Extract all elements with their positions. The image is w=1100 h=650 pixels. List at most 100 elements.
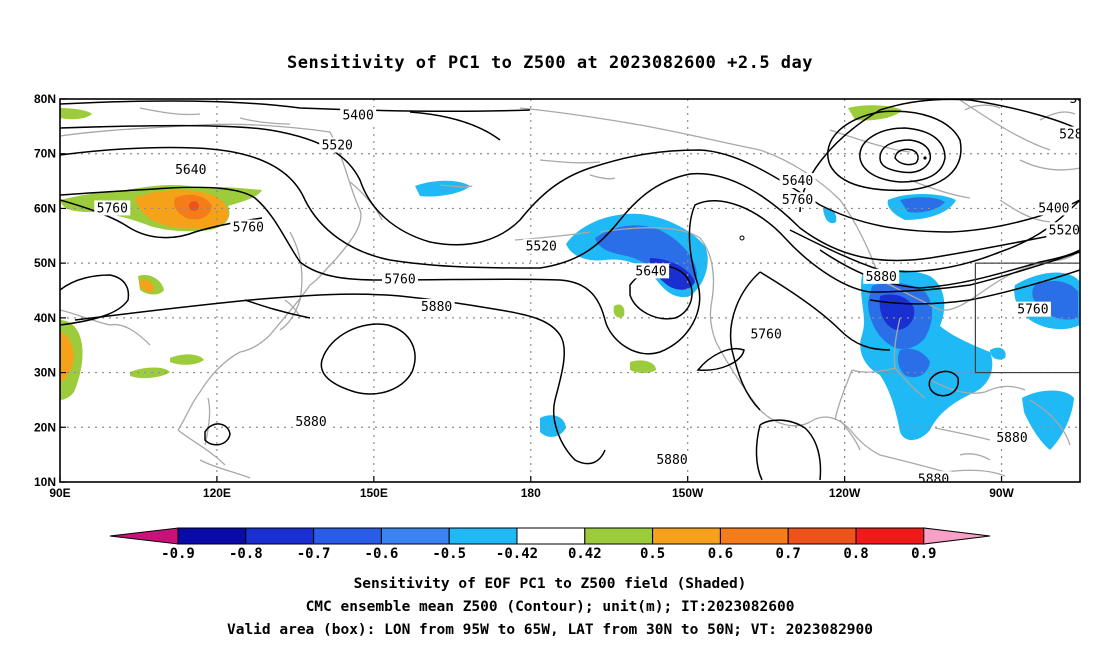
longitude-ticks: 90E120E150E180150W120W90W60W [49,476,1015,500]
contour-label-bg [748,326,785,342]
colorbar-segment [584,527,654,545]
colorbar-segment [177,527,247,545]
colorbar-label: 0.7 [776,546,801,562]
colorbar-segment [448,527,518,545]
contour-label-bg [1046,222,1080,238]
colorbar-label: -0.7 [297,546,331,562]
colorbar-segment [719,527,789,545]
lat-tick-label: 30N [34,366,56,380]
colorbar-label: -0.42 [496,546,538,562]
latitude-ticks: 80N 70N 60N 50N 40N 30N 20N 10N [34,92,66,489]
colorbar-segment [855,527,925,545]
contour-label: 5880 [656,453,687,468]
contour-label: 5760 [782,193,813,208]
contour-5400-link [409,111,501,141]
figure-title: Sensitivity of PC1 to Z500 at 2023082600… [287,53,813,73]
contour-label: 5880 [421,300,452,315]
contour-label: 5760 [750,327,781,342]
colorbar-label: 0.6 [708,546,733,562]
coastlines [60,99,1080,479]
colorbar-label: -0.6 [365,546,399,562]
contour-label: 5640 [782,174,813,189]
contour-label-bg [863,268,900,284]
contour-5880-mexico [759,419,822,481]
negative-shading-eastern-us [860,269,993,441]
contour-5880-small [696,348,745,371]
small-contour-dot [739,235,745,241]
contour-label: 5400 [1070,92,1100,107]
z500-contours [60,99,1080,481]
map-panel: 5400 5520 5640 5760 5760 5520 5640 5760 5880 5880… [60,92,1100,482]
contour-5400-north [60,100,531,113]
contour-5760-east [869,269,1080,305]
contour-label: 5520 [322,139,353,154]
contour-5880-link [244,299,311,319]
negative-shading-pacific-nw [566,213,708,298]
contour-5760-main [60,186,1080,355]
contour-label: 5400 [1038,201,1069,216]
low-center-marker [923,156,927,160]
contour-label: 5760 [1017,303,1048,318]
contour-5400-east [799,99,1080,213]
contour-label-bg [418,298,455,314]
colorbar-label: 0.42 [568,546,602,562]
colorbar-high-extend [923,527,991,545]
contour-label: 5640 [175,163,206,178]
lat-tick-label: 40N [34,311,56,325]
contour-label-bg [915,471,952,482]
negative-shading-small-patches [415,180,1080,450]
contour-label: 5520 [1049,223,1080,238]
lat-tick-label: 70N [34,147,56,161]
lat-tick-label: 80N [34,92,56,106]
positive-shading [60,105,902,400]
contour-low-ring-3 [879,139,932,174]
contour-label-bg [1067,99,1080,106]
contour-label-bg [382,271,418,287]
lon-tick-label: 180 [521,486,541,500]
contour-label-bg [523,238,560,254]
valid-area-box [974,262,1080,374]
caption-line-3: Valid area (box): LON from 95W to 65W, L… [227,622,873,638]
contour-low-ring-4 [894,148,919,166]
contour-5640 [60,146,1080,269]
colorbar-label: 0.9 [911,546,936,562]
colorbar-segment [787,527,857,545]
contour-label-bg [293,413,330,429]
map-gridlines [60,99,1080,482]
caption-line-2: CMC ensemble mean Z500 (Contour); unit(m… [306,599,795,615]
contour-5640-east [789,199,1080,273]
contour-label-bg [172,162,209,178]
contour-label-bg [319,137,356,153]
lat-tick-label: 60N [34,201,56,215]
lon-tick-label: 150W [672,486,704,500]
contour-label-bg [1056,126,1080,142]
lon-tick-label: 150E [360,486,388,500]
contour-5880-west-coast [729,271,761,411]
colorbar-segment [380,527,450,545]
colorbar-segment [652,527,721,545]
lat-tick-label: 10N [34,475,56,489]
contour-label: 5280 [1059,128,1090,143]
contour-label-bg [94,200,131,216]
contour-label-bg [230,219,267,235]
lon-tick-label: 90W [989,486,1014,500]
contour-label-bg [654,452,690,468]
contour-label: 5880 [295,415,326,430]
colorbar-label: -0.9 [161,546,195,562]
colorbar-segment [245,527,315,545]
contour-5880-pacific [74,293,606,465]
contour-small-circle [204,423,231,446]
contour-label: 5400 [342,108,373,123]
contour-label: 5880 [866,270,897,285]
colorbar-label: 0.8 [843,546,868,562]
contour-label-bg [1014,301,1051,317]
colorbar-label: -0.8 [229,546,263,562]
contour-5880-mexico-west [755,424,763,481]
contour-low-ring-2 [859,127,946,183]
contour-label-bg [779,173,816,189]
lon-tick-label: 120W [829,486,861,500]
contour-5520 [60,124,1080,246]
contour-label: 5880 [996,431,1027,446]
contour-labels: 5400 5520 5640 5760 5760 5520 5640 5760 5880 5880… [94,92,1100,482]
